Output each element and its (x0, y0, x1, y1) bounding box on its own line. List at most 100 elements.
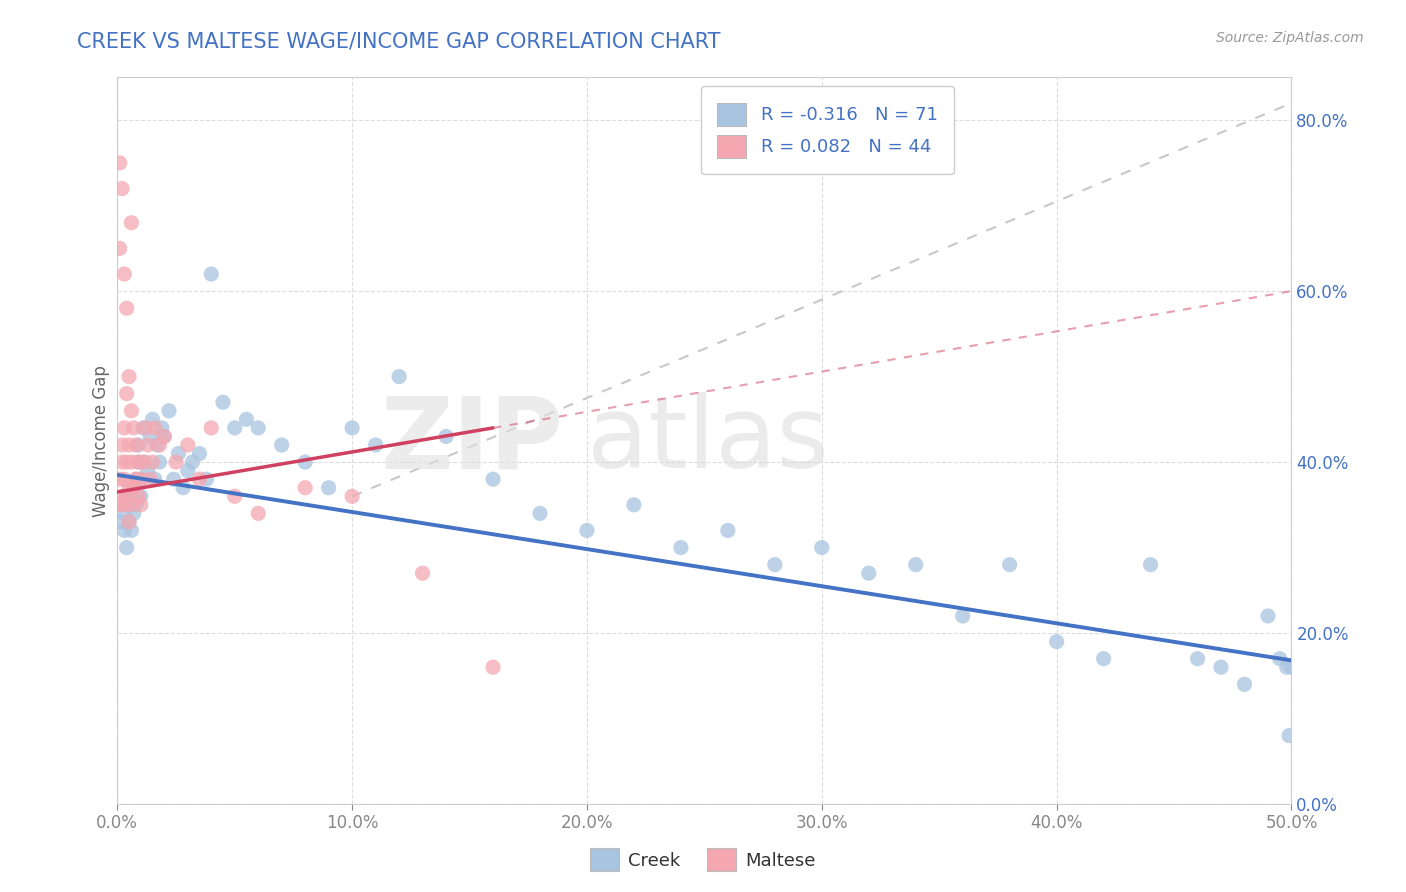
Point (148, 438, 170, 452)
Point (150, 421, 173, 435)
Point (482, 472, 505, 486)
Point (270, 438, 292, 452)
Point (108, 498, 131, 512)
Point (129, 498, 152, 512)
Point (115, 301, 138, 316)
Point (118, 515, 141, 529)
Point (115, 455, 138, 469)
Point (623, 498, 645, 512)
Point (141, 412, 163, 426)
Point (125, 498, 148, 512)
Point (115, 489, 138, 503)
Point (129, 489, 152, 503)
Point (212, 395, 235, 409)
Point (141, 455, 163, 469)
Point (188, 472, 211, 486)
Y-axis label: Wage/Income Gap: Wage/Income Gap (93, 365, 110, 516)
Point (153, 429, 176, 443)
Point (412, 566, 434, 581)
Point (108, 156, 131, 170)
Point (127, 455, 149, 469)
Point (318, 481, 340, 495)
Point (294, 481, 316, 495)
Point (115, 489, 138, 503)
Point (122, 507, 145, 521)
Point (177, 464, 200, 478)
Point (148, 455, 170, 469)
Point (167, 446, 190, 460)
Point (108, 498, 131, 512)
Point (115, 541, 138, 555)
Point (136, 438, 159, 452)
Point (163, 472, 186, 486)
Point (111, 489, 134, 503)
Point (188, 446, 211, 460)
Point (112, 507, 135, 521)
Point (388, 369, 411, 384)
Point (112, 421, 135, 435)
Point (120, 498, 142, 512)
Point (575, 524, 598, 538)
Point (118, 369, 141, 384)
Point (224, 421, 246, 435)
Point (129, 472, 152, 486)
Text: Source: ZipAtlas.com: Source: ZipAtlas.com (1216, 31, 1364, 45)
Point (122, 421, 145, 435)
Point (118, 498, 141, 512)
Point (120, 524, 142, 538)
Point (952, 609, 974, 624)
Point (529, 507, 551, 521)
Point (1275, 660, 1298, 674)
Point (200, 267, 222, 281)
Point (132, 421, 155, 435)
Point (810, 541, 832, 555)
Point (129, 472, 152, 486)
Point (120, 404, 142, 418)
Point (1209, 660, 1232, 674)
Point (1257, 609, 1279, 624)
Point (294, 455, 316, 469)
Point (1268, 651, 1291, 665)
Point (139, 472, 162, 486)
Point (858, 566, 880, 581)
Point (195, 472, 218, 486)
Point (177, 438, 200, 452)
Point (120, 489, 142, 503)
Point (115, 386, 138, 401)
Point (125, 472, 148, 486)
Point (122, 481, 145, 495)
Point (669, 541, 692, 555)
Point (1278, 729, 1301, 743)
Legend: Creek, Maltese: Creek, Maltese (583, 841, 823, 879)
Point (108, 472, 131, 486)
Point (1281, 660, 1303, 674)
Point (1233, 677, 1256, 691)
Point (127, 489, 149, 503)
Point (247, 421, 270, 435)
Text: atlas: atlas (586, 392, 828, 489)
Point (122, 481, 145, 495)
Point (482, 660, 505, 674)
Point (157, 404, 180, 418)
Point (340, 489, 363, 503)
Point (998, 558, 1021, 572)
Point (1046, 634, 1069, 648)
Point (146, 438, 169, 452)
Point (340, 421, 363, 435)
Point (118, 438, 141, 452)
Point (127, 455, 149, 469)
Point (111, 438, 134, 452)
Point (1092, 651, 1115, 665)
Point (181, 455, 204, 469)
Point (125, 472, 148, 486)
Point (108, 241, 131, 255)
Point (112, 472, 135, 486)
Point (153, 429, 176, 443)
Point (763, 558, 786, 572)
Point (200, 421, 222, 435)
Point (143, 472, 166, 486)
Point (143, 421, 166, 435)
Point (904, 558, 927, 572)
Point (112, 498, 135, 512)
Point (165, 455, 187, 469)
